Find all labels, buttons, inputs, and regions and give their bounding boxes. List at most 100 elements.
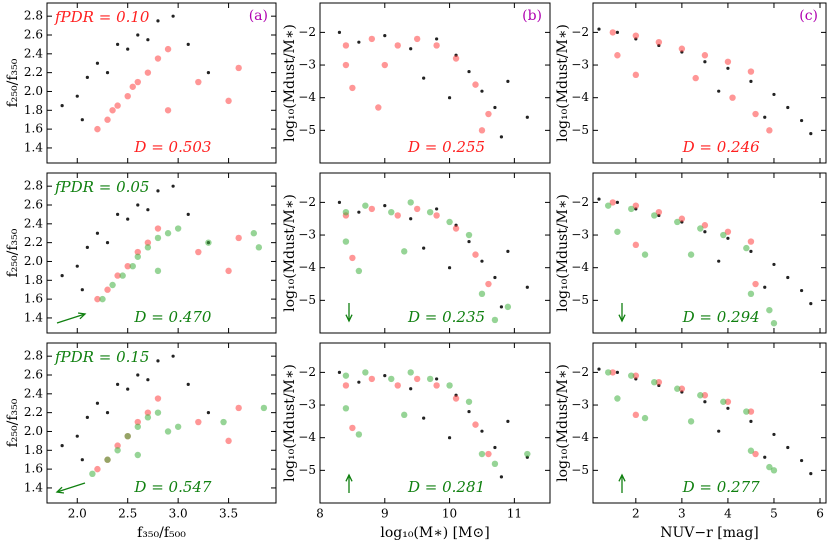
point [119, 272, 126, 279]
y-tick-label: −4 [298, 430, 316, 444]
point [422, 76, 426, 80]
point [136, 373, 140, 377]
point [770, 320, 778, 327]
point [383, 374, 387, 378]
y-tick-label: −2 [571, 195, 589, 209]
point [394, 382, 401, 389]
point [383, 204, 387, 208]
y-tick-label: −4 [298, 90, 316, 104]
point [766, 306, 773, 314]
y-axis-label: f₂₅₀/f₃₅₀ [5, 58, 21, 107]
point [770, 467, 778, 474]
panel-letter: (a) [249, 8, 268, 24]
point [116, 212, 120, 217]
point [154, 55, 162, 62]
point [433, 212, 440, 219]
point [491, 460, 499, 468]
point [124, 262, 131, 270]
point [368, 205, 376, 213]
point [478, 290, 486, 298]
arrow-head [345, 473, 353, 482]
y-axis-label: log₁₀(Mdust/M∗) [282, 194, 298, 312]
point [225, 97, 232, 105]
point [174, 423, 182, 430]
y-tick-label: 1.4 [24, 140, 43, 154]
y-axis-label: f₂₅₀/f₃₅₀ [5, 398, 21, 447]
frame [592, 342, 827, 504]
point [614, 228, 621, 235]
point [674, 385, 681, 392]
point [499, 305, 504, 309]
point [342, 372, 350, 379]
point [337, 370, 342, 374]
point [342, 405, 350, 412]
y-tick-label: −3 [298, 58, 316, 72]
point [703, 230, 707, 234]
y-tick-label: 2.6 [24, 198, 43, 212]
point [655, 38, 663, 46]
point [446, 382, 453, 389]
point [724, 398, 732, 405]
panel: −2 −3 −4 −5 2 3 4 5 6 log₁₀(Mdust/M∗) NUV−r [mag] D… [555, 342, 827, 541]
y-axis-label: log₁₀(Mdust/M∗) [282, 24, 298, 142]
y-tick-label: 2.0 [24, 84, 43, 98]
point [743, 244, 750, 252]
point [206, 71, 211, 75]
point [799, 118, 804, 123]
point [95, 231, 100, 235]
frame [46, 2, 277, 164]
point [105, 411, 110, 415]
d-label: D = 0.281 [407, 478, 485, 496]
point [809, 302, 813, 306]
y-tick-label: 2.2 [24, 235, 43, 249]
point [134, 253, 141, 260]
arrow [56, 482, 86, 493]
y-tick-label: −3 [571, 58, 589, 72]
point [80, 118, 84, 122]
point [171, 14, 175, 18]
point [628, 372, 635, 379]
point [362, 369, 369, 376]
point [422, 416, 426, 420]
y-tick-label: 1.8 [24, 273, 43, 287]
point [383, 34, 387, 38]
point [337, 200, 342, 204]
point [749, 79, 753, 83]
point [337, 30, 342, 34]
point [413, 205, 421, 213]
point [349, 84, 356, 92]
point [493, 105, 497, 110]
points [337, 199, 529, 324]
point [116, 382, 120, 387]
point [655, 378, 663, 386]
point [447, 96, 452, 100]
x-tick-label: 3.5 [219, 507, 238, 521]
point [186, 382, 190, 387]
point [467, 239, 471, 244]
point [703, 60, 707, 64]
points [60, 14, 242, 133]
point [94, 125, 101, 133]
point [747, 68, 755, 75]
point [493, 445, 497, 450]
x-tick-label: 3.0 [169, 507, 188, 521]
point [615, 30, 620, 34]
arrow-head [618, 473, 626, 482]
arrow-head [345, 314, 353, 323]
y-tick-label: −2 [571, 25, 589, 39]
d-label: D = 0.503 [133, 138, 211, 156]
point [75, 94, 79, 98]
y-tick-label: −4 [298, 260, 316, 274]
point [651, 378, 658, 386]
y-tick-label: 1.6 [24, 122, 43, 136]
point [717, 259, 721, 263]
x-tick-label: 2.0 [68, 507, 87, 521]
point [235, 404, 242, 412]
y-tick-label: 2.8 [24, 9, 43, 23]
point [94, 465, 101, 473]
point [220, 418, 227, 426]
frame [592, 2, 827, 164]
point [720, 398, 727, 405]
